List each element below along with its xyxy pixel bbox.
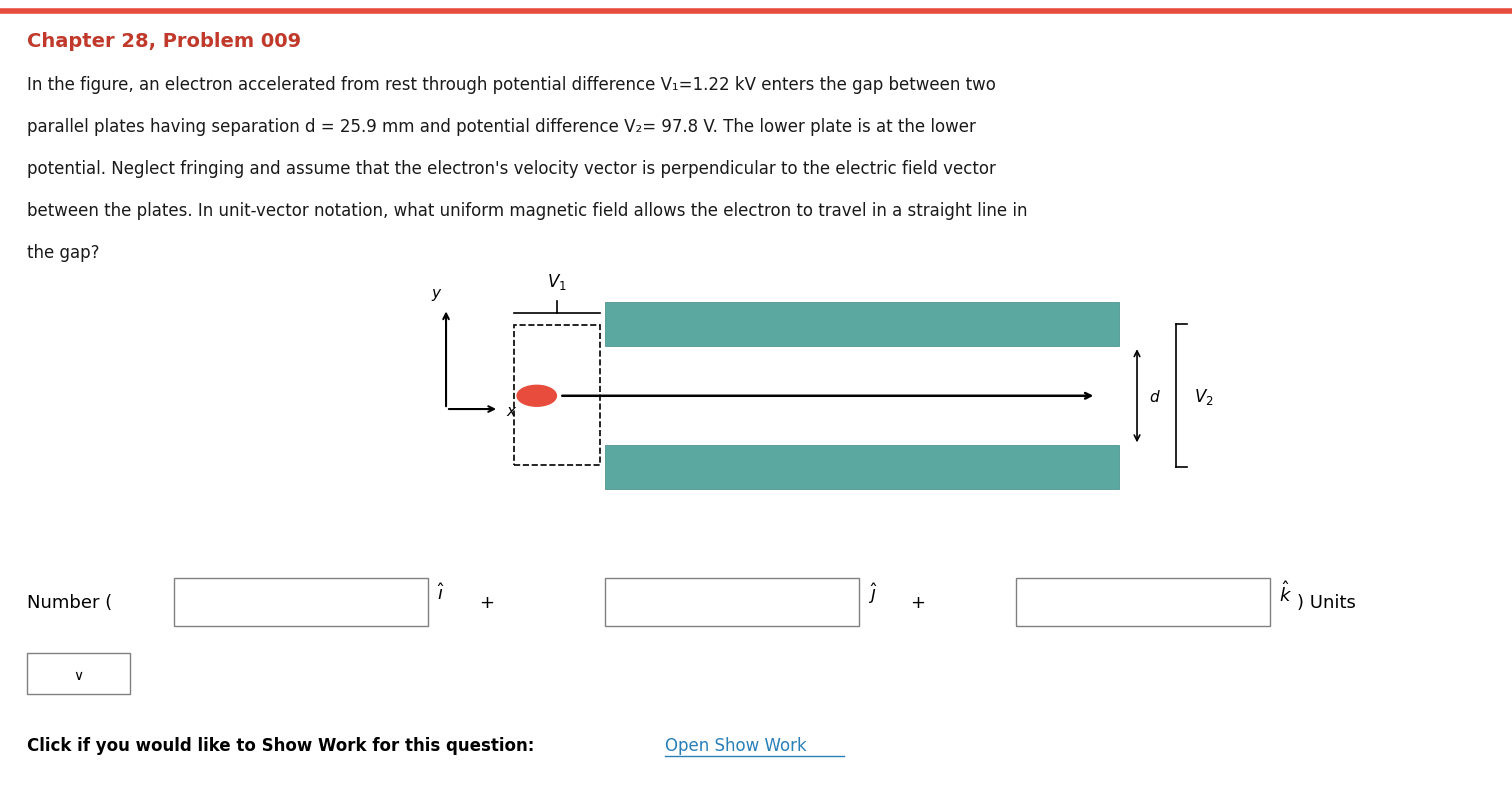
Bar xyxy=(605,578,859,626)
Text: ) Units: ) Units xyxy=(1297,593,1356,611)
Bar xyxy=(1016,578,1270,626)
Text: $V_1$: $V_1$ xyxy=(547,271,567,291)
Text: y: y xyxy=(431,286,440,301)
Text: In the figure, an electron accelerated from rest through potential difference V₁: In the figure, an electron accelerated f… xyxy=(27,76,996,94)
Text: potential. Neglect fringing and assume that the electron's velocity vector is pe: potential. Neglect fringing and assume t… xyxy=(27,160,996,177)
Text: Open Show Work: Open Show Work xyxy=(665,736,807,754)
Text: ∨: ∨ xyxy=(74,668,83,683)
Text: +: + xyxy=(479,593,494,611)
Bar xyxy=(605,303,1119,347)
Text: parallel plates having separation d = 25.9 mm and potential difference V₂= 97.8 : parallel plates having separation d = 25… xyxy=(27,118,977,136)
Bar xyxy=(605,446,1119,490)
Bar xyxy=(174,578,428,626)
Text: $V_2$: $V_2$ xyxy=(1194,386,1214,406)
Text: the gap?: the gap? xyxy=(27,243,100,261)
Text: +: + xyxy=(910,593,925,611)
Text: $\hat{k}$: $\hat{k}$ xyxy=(1279,581,1293,605)
Bar xyxy=(514,325,600,466)
Text: $\hat{\imath}$: $\hat{\imath}$ xyxy=(437,582,445,603)
Text: Chapter 28, Problem 009: Chapter 28, Problem 009 xyxy=(27,32,301,51)
Circle shape xyxy=(517,386,556,407)
Bar xyxy=(27,653,130,695)
Text: $d$: $d$ xyxy=(1149,389,1161,404)
Text: x: x xyxy=(507,404,516,418)
Text: Click if you would like to Show Work for this question:: Click if you would like to Show Work for… xyxy=(27,736,535,754)
Text: between the plates. In unit-vector notation, what uniform magnetic field allows : between the plates. In unit-vector notat… xyxy=(27,202,1028,219)
Text: $\hat{\jmath}$: $\hat{\jmath}$ xyxy=(868,581,878,605)
Text: Number (: Number ( xyxy=(27,593,112,611)
